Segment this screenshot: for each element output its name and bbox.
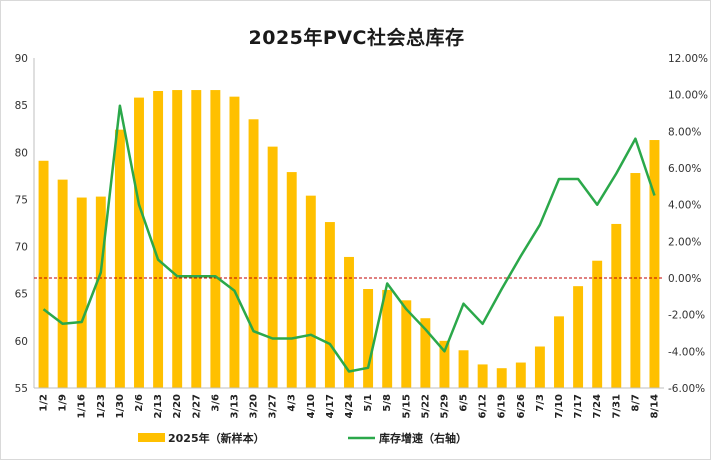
bar-1-9 <box>58 180 68 388</box>
legend-label-bar: 2025年（新样本） <box>168 431 265 445</box>
y-right-tick-label: 4.00% <box>668 200 701 212</box>
bar-1-23 <box>96 197 106 388</box>
y-right-tick-label: 2.00% <box>668 236 701 248</box>
bar-3-13 <box>229 97 239 388</box>
x-tick-label: 5/8 <box>382 394 393 412</box>
y-left-tick-label: 60 <box>15 336 28 348</box>
x-tick-label: 7/24 <box>592 394 603 419</box>
x-tick-label: 8/7 <box>630 394 641 412</box>
y-left-tick-label: 65 <box>15 289 28 301</box>
y-left-tick-label: 70 <box>15 242 28 254</box>
y-left-tick-label: 90 <box>15 53 28 65</box>
bar-6-5 <box>459 350 469 388</box>
bar-3-27 <box>268 147 278 388</box>
bar-1-2 <box>39 161 49 388</box>
y-right-tick-label: -6.00% <box>668 383 705 395</box>
x-tick-label: 7/3 <box>535 394 546 412</box>
x-tick-label: 3/6 <box>210 394 221 412</box>
y-left-tick-label: 55 <box>15 383 28 395</box>
x-tick-label: 1/9 <box>58 394 69 412</box>
y-left-tick-label: 85 <box>15 100 28 112</box>
x-tick-label: 4/17 <box>325 394 336 419</box>
x-tick-label: 7/10 <box>554 394 565 419</box>
bar-4-3 <box>287 172 297 388</box>
y-right-tick-label: -4.00% <box>668 346 705 358</box>
legend-swatch-bar <box>138 433 165 442</box>
x-tick-label: 6/5 <box>459 394 470 412</box>
y-right-tick-label: 10.00% <box>668 90 708 102</box>
x-tick-label: 1/2 <box>39 394 50 412</box>
bar-1-30 <box>115 130 125 388</box>
x-tick-label: 2/13 <box>153 394 164 419</box>
y-right-tick-label: 8.00% <box>668 126 701 138</box>
x-tick-label: 1/30 <box>115 394 126 419</box>
bar-2-20 <box>172 90 182 388</box>
x-tick-label: 3/13 <box>229 394 240 419</box>
x-tick-label: 6/19 <box>497 394 508 419</box>
bar-2-27 <box>191 90 201 388</box>
bar-7-31 <box>611 224 621 388</box>
y-right-tick-label: 12.00% <box>668 53 708 65</box>
y-left-tick-label: 80 <box>15 147 28 159</box>
x-tick-label: 5/29 <box>439 394 450 419</box>
x-tick-label: 8/14 <box>649 394 660 419</box>
bar-5-1 <box>363 289 373 388</box>
bar-7-17 <box>573 286 583 388</box>
bar-7-24 <box>592 261 602 388</box>
bar-3-6 <box>210 90 220 388</box>
bar-7-10 <box>554 316 564 388</box>
x-tick-label: 3/20 <box>249 394 260 419</box>
y-left-tick-label: 75 <box>15 194 28 206</box>
x-tick-label: 7/31 <box>611 394 622 419</box>
y-right-tick-label: 6.00% <box>668 163 701 175</box>
y-right-tick-label: 0.00% <box>668 273 701 285</box>
bar-1-16 <box>77 198 87 388</box>
x-tick-label: 4/3 <box>287 394 298 412</box>
x-tick-label: 5/22 <box>420 394 431 419</box>
bar-8-14 <box>649 140 659 388</box>
x-tick-label: 4/10 <box>306 394 317 419</box>
x-tick-label: 4/24 <box>344 394 355 419</box>
x-tick-label: 3/27 <box>268 394 279 419</box>
x-tick-label: 1/16 <box>77 394 88 419</box>
bar-8-7 <box>630 173 640 388</box>
x-tick-label: 5/15 <box>401 394 412 419</box>
x-tick-label: 5/1 <box>363 394 374 412</box>
x-tick-label: 2/27 <box>191 394 202 419</box>
bar-5-8 <box>382 290 392 388</box>
y-right-tick-label: -2.00% <box>668 310 705 322</box>
x-tick-label: 1/23 <box>96 394 107 419</box>
chart-title: 2025年PVC社会总库存 <box>1 23 711 50</box>
legend-label-line: 库存增速（右轴） <box>379 431 467 445</box>
x-tick-label: 7/17 <box>573 394 584 419</box>
bar-2-6 <box>134 98 144 388</box>
bar-6-26 <box>516 363 526 388</box>
bar-7-3 <box>535 347 545 388</box>
x-tick-label: 2/20 <box>172 394 183 419</box>
bar-6-19 <box>497 368 507 388</box>
x-tick-label: 2/6 <box>134 394 145 412</box>
x-tick-label: 6/12 <box>478 394 489 419</box>
bar-6-12 <box>478 364 488 388</box>
bar-3-20 <box>249 119 259 388</box>
bar-4-10 <box>306 196 316 388</box>
bar-2-13 <box>153 91 163 388</box>
bar-4-17 <box>325 222 335 388</box>
x-tick-label: 6/26 <box>516 394 527 419</box>
